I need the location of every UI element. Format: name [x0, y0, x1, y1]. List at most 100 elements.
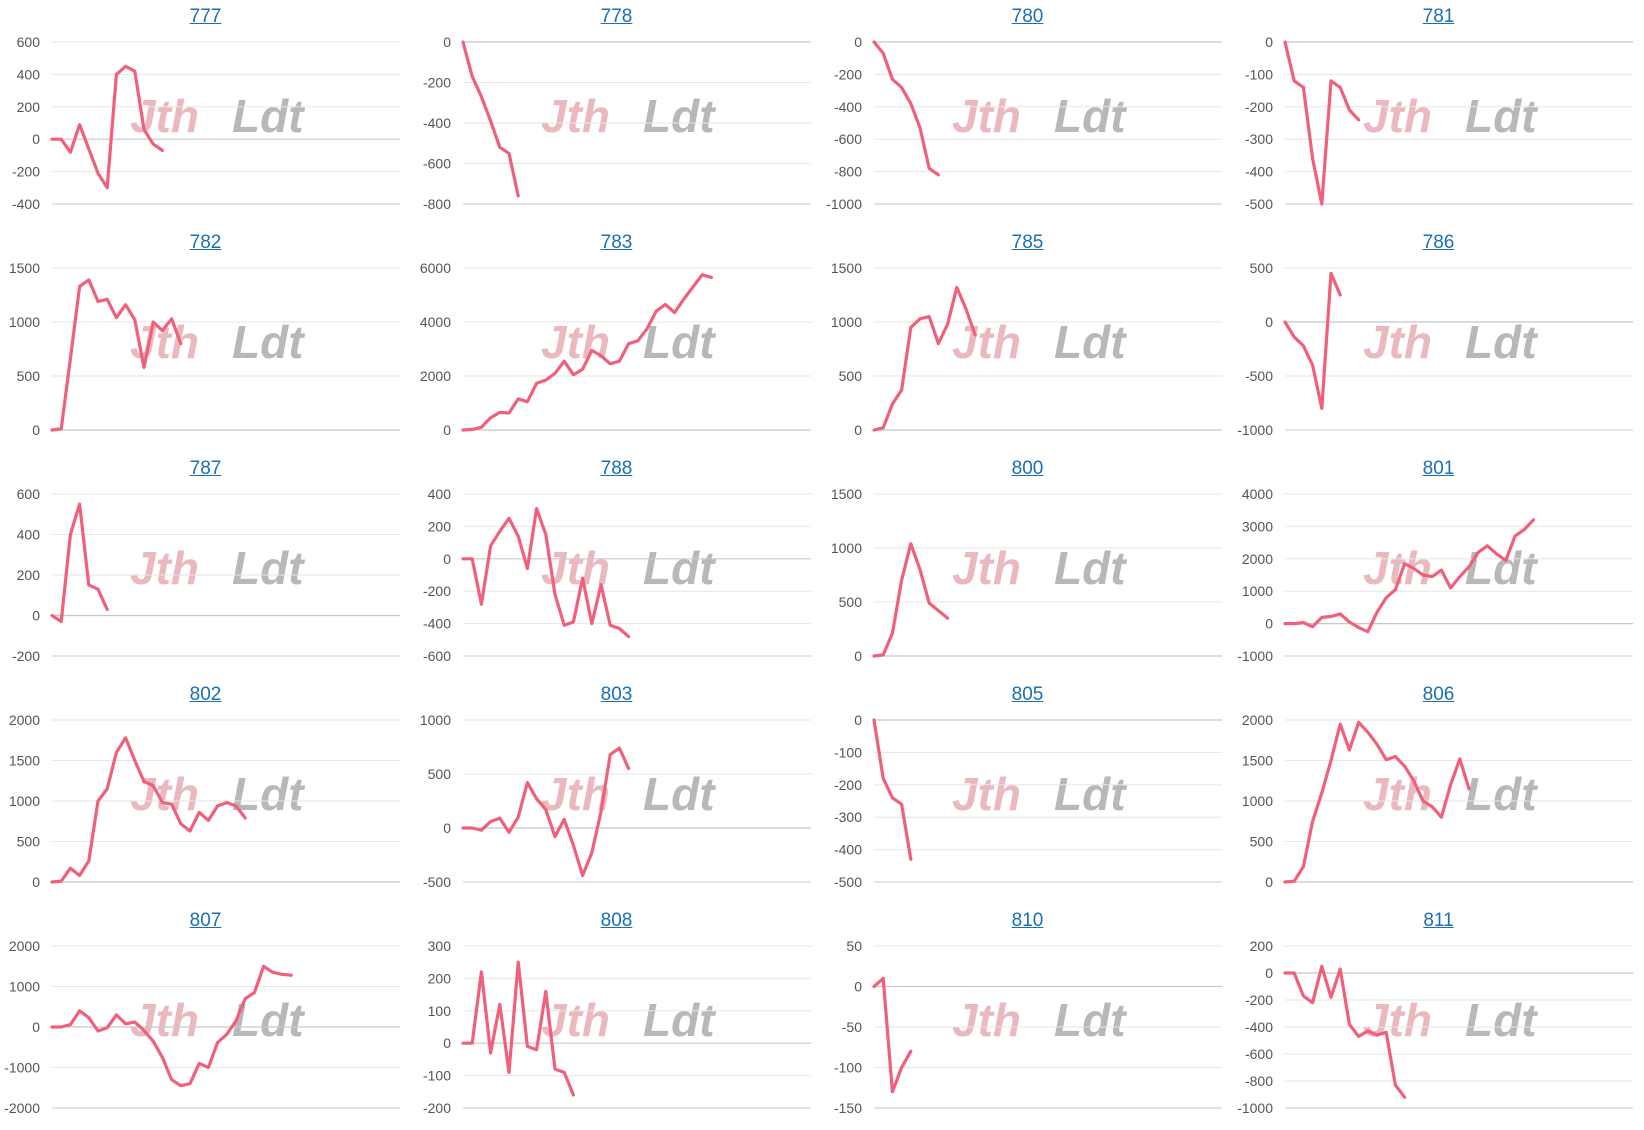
series-line	[461, 273, 713, 432]
chart-title-link[interactable]: 785	[1011, 232, 1044, 253]
y-tick-label: 200	[428, 970, 452, 986]
line-chart: Jth Ldt 6000 4000 2000 0	[420, 260, 811, 438]
y-tick-label: 500	[839, 594, 863, 610]
watermark-text: Ldt	[1054, 90, 1127, 142]
series-line	[872, 718, 913, 861]
watermark-text: Ldt	[1054, 542, 1127, 594]
watermark-text: Jth	[952, 768, 1021, 820]
y-tick-label: 0	[1265, 314, 1273, 330]
chart-cell: Jth Ldt 2000 1500 1000 500 0 802	[0, 678, 411, 904]
chart-title-link[interactable]: 780	[1011, 6, 1044, 27]
y-tick-label: -800	[423, 196, 451, 212]
series-line	[1283, 40, 1361, 206]
y-tick-label: 400	[17, 527, 41, 543]
chart-title-link[interactable]: 802	[189, 684, 222, 705]
y-tick-label: -200	[834, 66, 862, 82]
y-tick-label: -800	[834, 164, 862, 180]
line-chart: Jth Ldt 0 -200 -400 -600 -800	[423, 34, 811, 212]
series-line	[50, 64, 164, 190]
y-tick-label: 500	[839, 368, 863, 384]
watermark-text: Jth	[1363, 768, 1432, 820]
chart-cell: Jth Ldt 2000 1500 1000 500 0 806	[1233, 678, 1644, 904]
chart-cell: Jth Ldt 6000 4000 2000 0 783	[411, 226, 822, 452]
watermark-text: Ldt	[1465, 90, 1538, 142]
watermark-text: Ldt	[232, 90, 305, 142]
chart-title-link[interactable]: 787	[189, 458, 222, 479]
chart-cell: Jth Ldt 0 -100 -200 -300 -400 -500 781	[1233, 0, 1644, 226]
watermark-text: Jth	[952, 542, 1021, 594]
watermark-text: Jth	[1363, 994, 1432, 1046]
chart-cell: Jth Ldt 2000 1000 0 -1000 -2000 807	[0, 904, 411, 1130]
chart-title-link[interactable]: 800	[1011, 458, 1044, 479]
watermark-text: Ldt	[232, 542, 305, 594]
watermark-text: Ldt	[232, 316, 305, 368]
y-tick-label: 1000	[1242, 583, 1273, 599]
y-tick-label: 200	[1250, 938, 1274, 954]
y-tick-label: -200	[423, 75, 451, 91]
series-line	[1283, 720, 1471, 884]
chart-cell: Jth Ldt 600 400 200 0 -200 -400 777	[0, 0, 411, 226]
chart-title-link[interactable]: 811	[1423, 910, 1454, 931]
y-tick-label: -1000	[1237, 422, 1273, 438]
chart-title-link[interactable]: 777	[189, 6, 222, 27]
series-line	[50, 502, 109, 624]
y-tick-label: 0	[443, 1035, 451, 1051]
chart-title-link[interactable]: 778	[600, 6, 633, 27]
y-tick-label: -100	[1245, 66, 1273, 82]
y-tick-label: -1000	[4, 1060, 40, 1076]
chart-cell: Jth Ldt 0 -200 -400 -600 -800 -1000 780	[822, 0, 1233, 226]
chart-title-link[interactable]: 810	[1011, 910, 1044, 931]
watermark-text: Ldt	[1054, 994, 1127, 1046]
series-line	[461, 746, 631, 878]
y-tick-label: 0	[32, 131, 40, 147]
y-tick-label: 200	[17, 99, 41, 115]
chart-title-link[interactable]: 803	[600, 684, 633, 705]
watermark-text: Ldt	[1465, 316, 1538, 368]
watermark-text: Jth	[952, 994, 1021, 1046]
watermark-text: Ldt	[232, 768, 305, 820]
line-chart: Jth Ldt 600 400 200 0 -200	[12, 486, 400, 664]
chart-cell: Jth Ldt 0 -200 -400 -600 -800 778	[411, 0, 822, 226]
y-tick-label: 0	[854, 648, 862, 664]
chart-title-link[interactable]: 788	[600, 458, 633, 479]
chart-cell: Jth Ldt 600 400 200 0 -200 787	[0, 452, 411, 678]
y-tick-label: 1500	[9, 260, 40, 276]
y-tick-label: -100	[834, 744, 862, 760]
series-line	[872, 285, 977, 432]
y-tick-label: 1500	[831, 486, 862, 502]
chart-title-link[interactable]: 801	[1422, 458, 1455, 479]
chart-title-link[interactable]: 783	[600, 232, 633, 253]
line-chart: Jth Ldt 2000 1000 0 -1000 -2000	[4, 938, 400, 1116]
chart-title-link[interactable]: 781	[1422, 6, 1455, 27]
chart-title-link[interactable]: 782	[189, 232, 222, 253]
y-tick-label: 50	[846, 938, 862, 954]
y-tick-label: -800	[1245, 1073, 1273, 1089]
y-tick-label: 1500	[9, 753, 40, 769]
y-tick-label: 500	[17, 834, 41, 850]
chart-title-link[interactable]: 805	[1011, 684, 1044, 705]
y-tick-label: -500	[1245, 368, 1273, 384]
chart-cell: Jth Ldt 1500 1000 500 0 785	[822, 226, 1233, 452]
y-tick-label: -300	[1245, 131, 1273, 147]
watermark: Jth Ldt	[952, 542, 1127, 594]
chart-title-link[interactable]: 786	[1422, 232, 1455, 253]
y-tick-label: 300	[428, 938, 452, 954]
y-tick-label: 1000	[831, 540, 862, 556]
series-line	[50, 278, 183, 432]
chart-cell: Jth Ldt 0 -100 -200 -300 -400 -500 805	[822, 678, 1233, 904]
series-line	[461, 40, 520, 198]
y-tick-label: 600	[17, 34, 41, 50]
chart-title-link[interactable]: 806	[1422, 684, 1455, 705]
watermark-text: Jth	[541, 316, 610, 368]
watermark: Jth Ldt	[130, 90, 305, 142]
y-tick-label: 2000	[9, 712, 40, 728]
chart-title-link[interactable]: 808	[600, 910, 633, 931]
chart-title-link[interactable]: 807	[189, 910, 222, 931]
watermark: Jth Ldt	[541, 994, 716, 1046]
y-tick-label: -600	[1245, 1046, 1273, 1062]
y-tick-label: 2000	[420, 368, 451, 384]
watermark: Jth Ldt	[1363, 90, 1538, 142]
watermark: Jth Ldt	[130, 542, 305, 594]
